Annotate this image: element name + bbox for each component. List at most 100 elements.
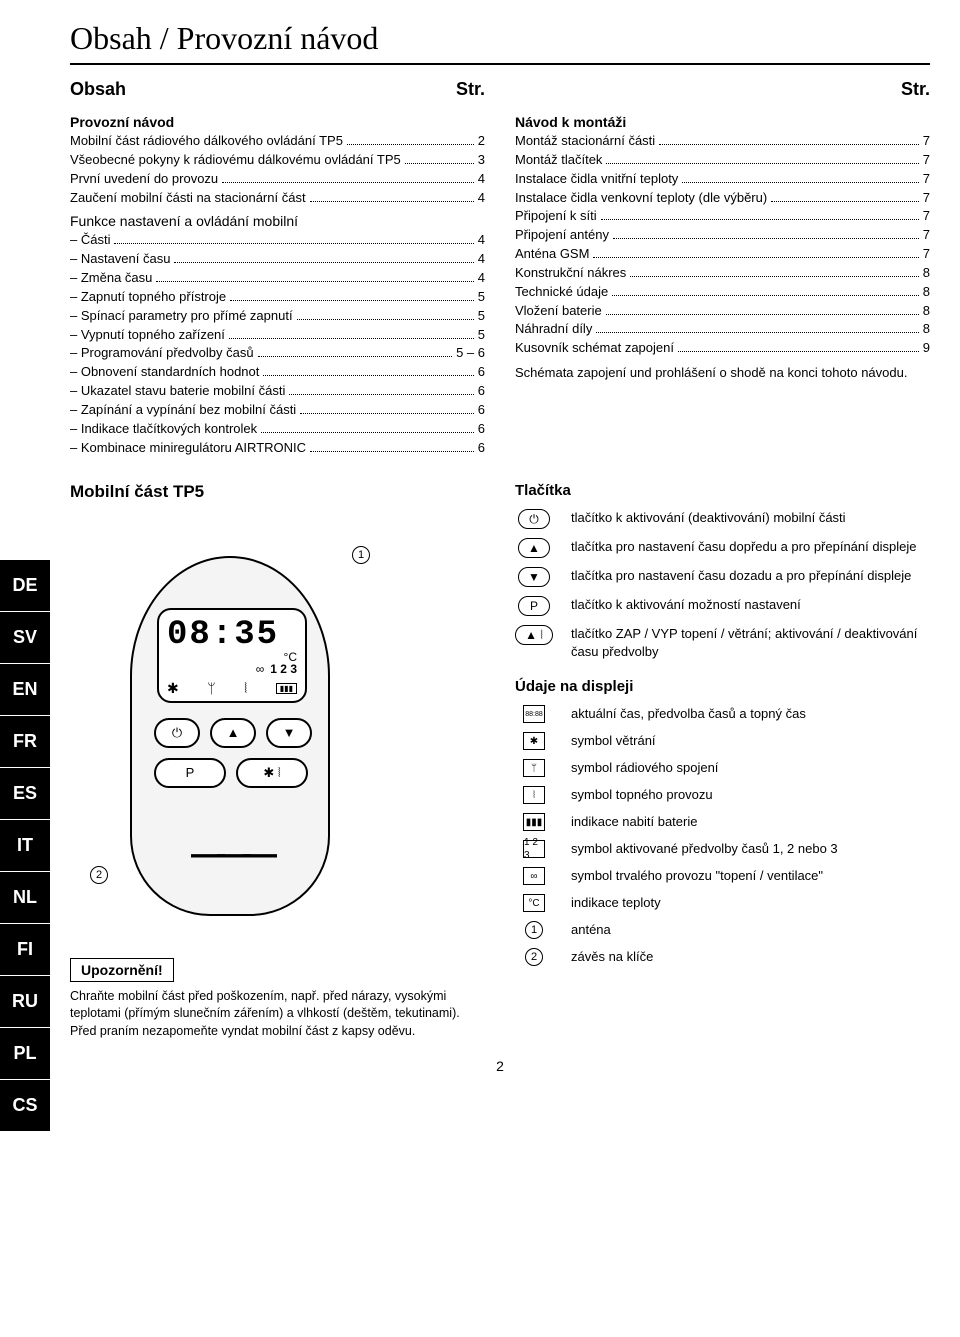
toc-entry-label: Vložení baterie xyxy=(515,302,602,321)
page-title: Obsah / Provozní návod xyxy=(70,20,930,65)
toc-entry-page: 8 xyxy=(923,302,930,321)
display-definition: ✱ symbol větrání xyxy=(515,732,930,750)
display-definition: °Cindikace teploty xyxy=(515,894,930,912)
toc-entry: Kusovník schémat zapojení9 xyxy=(515,339,930,358)
toc-entry-page: 6 xyxy=(478,401,485,420)
warning-text: Chraňte mobilní část před poškozením, na… xyxy=(70,988,485,1041)
device-screen: 08:35 °C ∞ 1 2 3 ✱ ᛘ ⦚ xyxy=(157,608,307,703)
lang-tab-sv[interactable]: SV xyxy=(0,612,50,664)
lang-tab-en[interactable]: EN xyxy=(0,664,50,716)
display-definition: 2závěs na klíče xyxy=(515,948,930,966)
button-description: tlačítko ZAP / VYP topení / větrání; akt… xyxy=(571,625,930,660)
toc-entry: Mobilní část rádiového dálkového ovládán… xyxy=(70,132,485,151)
toc-dots xyxy=(263,375,473,376)
display-description: symbol větrání xyxy=(571,732,656,750)
display-definition: 1anténa xyxy=(515,921,930,939)
toc-entry: Programování předvolby časů5 – 6 xyxy=(70,344,485,363)
toc-dots xyxy=(606,163,918,164)
toc-entry-page: 4 xyxy=(478,189,485,208)
fan-icon: ✱ xyxy=(167,680,179,697)
display-description: symbol trvalého provozu "topení / ventil… xyxy=(571,867,823,885)
lang-tab-ru[interactable]: RU xyxy=(0,976,50,1028)
toc-dots xyxy=(258,356,453,357)
toc-entry-page: 4 xyxy=(478,269,485,288)
display-definition: 1 2 3symbol aktivované předvolby časů 1,… xyxy=(515,840,930,858)
toc-dots xyxy=(659,144,919,145)
toc-entry-page: 7 xyxy=(923,151,930,170)
toc-entry-label: Kusovník schémat zapojení xyxy=(515,339,674,358)
button-description: tlačítko k aktivování možností nastavení xyxy=(571,596,801,614)
button-definition: Ptlačítko k aktivování možností nastaven… xyxy=(515,596,930,616)
toc-entry-label: Změna času xyxy=(70,269,152,288)
toc-dots xyxy=(300,413,474,414)
toc-entry-page: 4 xyxy=(478,231,485,250)
toc-entry-page: 8 xyxy=(923,283,930,302)
device-button-row-1: ⏻ ▲ ▼ xyxy=(154,718,312,748)
toc-entry-label: Části xyxy=(70,231,110,250)
toc-dots xyxy=(289,394,473,395)
toc-entry: Indikace tlačítkových kontrolek6 xyxy=(70,420,485,439)
toc-entry: Instalace čidla vnitřní teploty7 xyxy=(515,170,930,189)
toc-dots xyxy=(606,314,919,315)
callout-2: 2 xyxy=(90,866,108,884)
toc-right-entries: Montáž stacionární části7Montáž tlačítek… xyxy=(515,132,930,358)
toc-entry-label: Náhradní díly xyxy=(515,320,592,339)
toc-entry-label: Mobilní část rádiového dálkového ovládán… xyxy=(70,132,343,151)
toc-left-sub-entries: Části4Nastavení času4Změna času4Zapnutí … xyxy=(70,231,485,457)
toc-left-subheading: Funkce nastavení a ovládání mobilní xyxy=(70,213,485,229)
lang-tab-nl[interactable]: NL xyxy=(0,872,50,924)
up-button: ▲ xyxy=(210,718,256,748)
toc-entry: Připojení k síti7 xyxy=(515,207,930,226)
lang-tab-es[interactable]: ES xyxy=(0,768,50,820)
device-title: Mobilní část TP5 xyxy=(70,482,485,502)
device-body: 08:35 °C ∞ 1 2 3 ✱ ᛘ ⦚ xyxy=(130,556,330,916)
lang-tab-pl[interactable]: PL xyxy=(0,1028,50,1080)
lang-tab-fi[interactable]: FI xyxy=(0,924,50,976)
toc-left-page-abbr: Str. xyxy=(456,79,485,100)
button-icon: ▼ xyxy=(515,567,553,587)
toc-left-title: Obsah xyxy=(70,79,126,100)
toc-entry: Změna času 4 xyxy=(70,269,485,288)
toc-entry-page: 8 xyxy=(923,320,930,339)
toc-entry-page: 7 xyxy=(923,226,930,245)
display-icon: 88:88 xyxy=(515,705,553,723)
toc-entry-label: Konstrukční nákres xyxy=(515,264,626,283)
toc-left-column: Obsah Str. Provozní návod Mobilní část r… xyxy=(70,79,485,458)
lang-tab-fr[interactable]: FR xyxy=(0,716,50,768)
display-icon: ⦚ xyxy=(515,786,553,804)
toc-entry-label: Nastavení času xyxy=(70,250,170,269)
toc-entry: Nastavení času4 xyxy=(70,250,485,269)
lang-tab-de[interactable]: DE xyxy=(0,560,50,612)
toc-dots xyxy=(630,276,918,277)
infinity-icon: ∞ xyxy=(256,662,265,676)
button-icon: ▲ ⦚ xyxy=(515,625,553,645)
toc-entry-label: Zapínání a vypínání bez mobilní části xyxy=(70,401,296,420)
device-logo-icon: ――― xyxy=(191,835,269,874)
display-description: symbol rádiového spojení xyxy=(571,759,718,777)
screen-time: 08:35 xyxy=(167,618,297,652)
display-icon: ᛘ xyxy=(515,759,553,777)
display-description: symbol topného provozu xyxy=(571,786,713,804)
p-button: P xyxy=(154,758,226,788)
toc-entry-label: Kombinace miniregulátoru AIRTRONIC xyxy=(70,439,306,458)
display-icon: ✱ xyxy=(515,732,553,750)
toc-entry-label: Anténa GSM xyxy=(515,245,589,264)
display-icon: ∞ xyxy=(515,867,553,885)
toc-entry: Montáž stacionární části7 xyxy=(515,132,930,151)
toc-entry-page: 7 xyxy=(923,132,930,151)
toc-left-header: Obsah Str. xyxy=(70,79,485,100)
lang-tab-cs[interactable]: CS xyxy=(0,1080,50,1132)
display-definitions: 88:88aktuální čas, předvolba časů a topn… xyxy=(515,705,930,966)
toc-entry: Zapínání a vypínání bez mobilní části 6 xyxy=(70,401,485,420)
toc-dots xyxy=(261,432,474,433)
toc-dots xyxy=(405,163,474,164)
display-icon: 1 xyxy=(515,921,553,939)
toc-entry-page: 8 xyxy=(923,264,930,283)
toc-entry: Vložení baterie 8 xyxy=(515,302,930,321)
lang-tab-it[interactable]: IT xyxy=(0,820,50,872)
toc-entry-page: 5 xyxy=(478,326,485,345)
toc-entry: Technické údaje8 xyxy=(515,283,930,302)
toc-entry: Ukazatel stavu baterie mobilní části6 xyxy=(70,382,485,401)
toc-left-heading: Provozní návod xyxy=(70,114,485,130)
toc-entry: Zapnutí topného přístroje5 xyxy=(70,288,485,307)
